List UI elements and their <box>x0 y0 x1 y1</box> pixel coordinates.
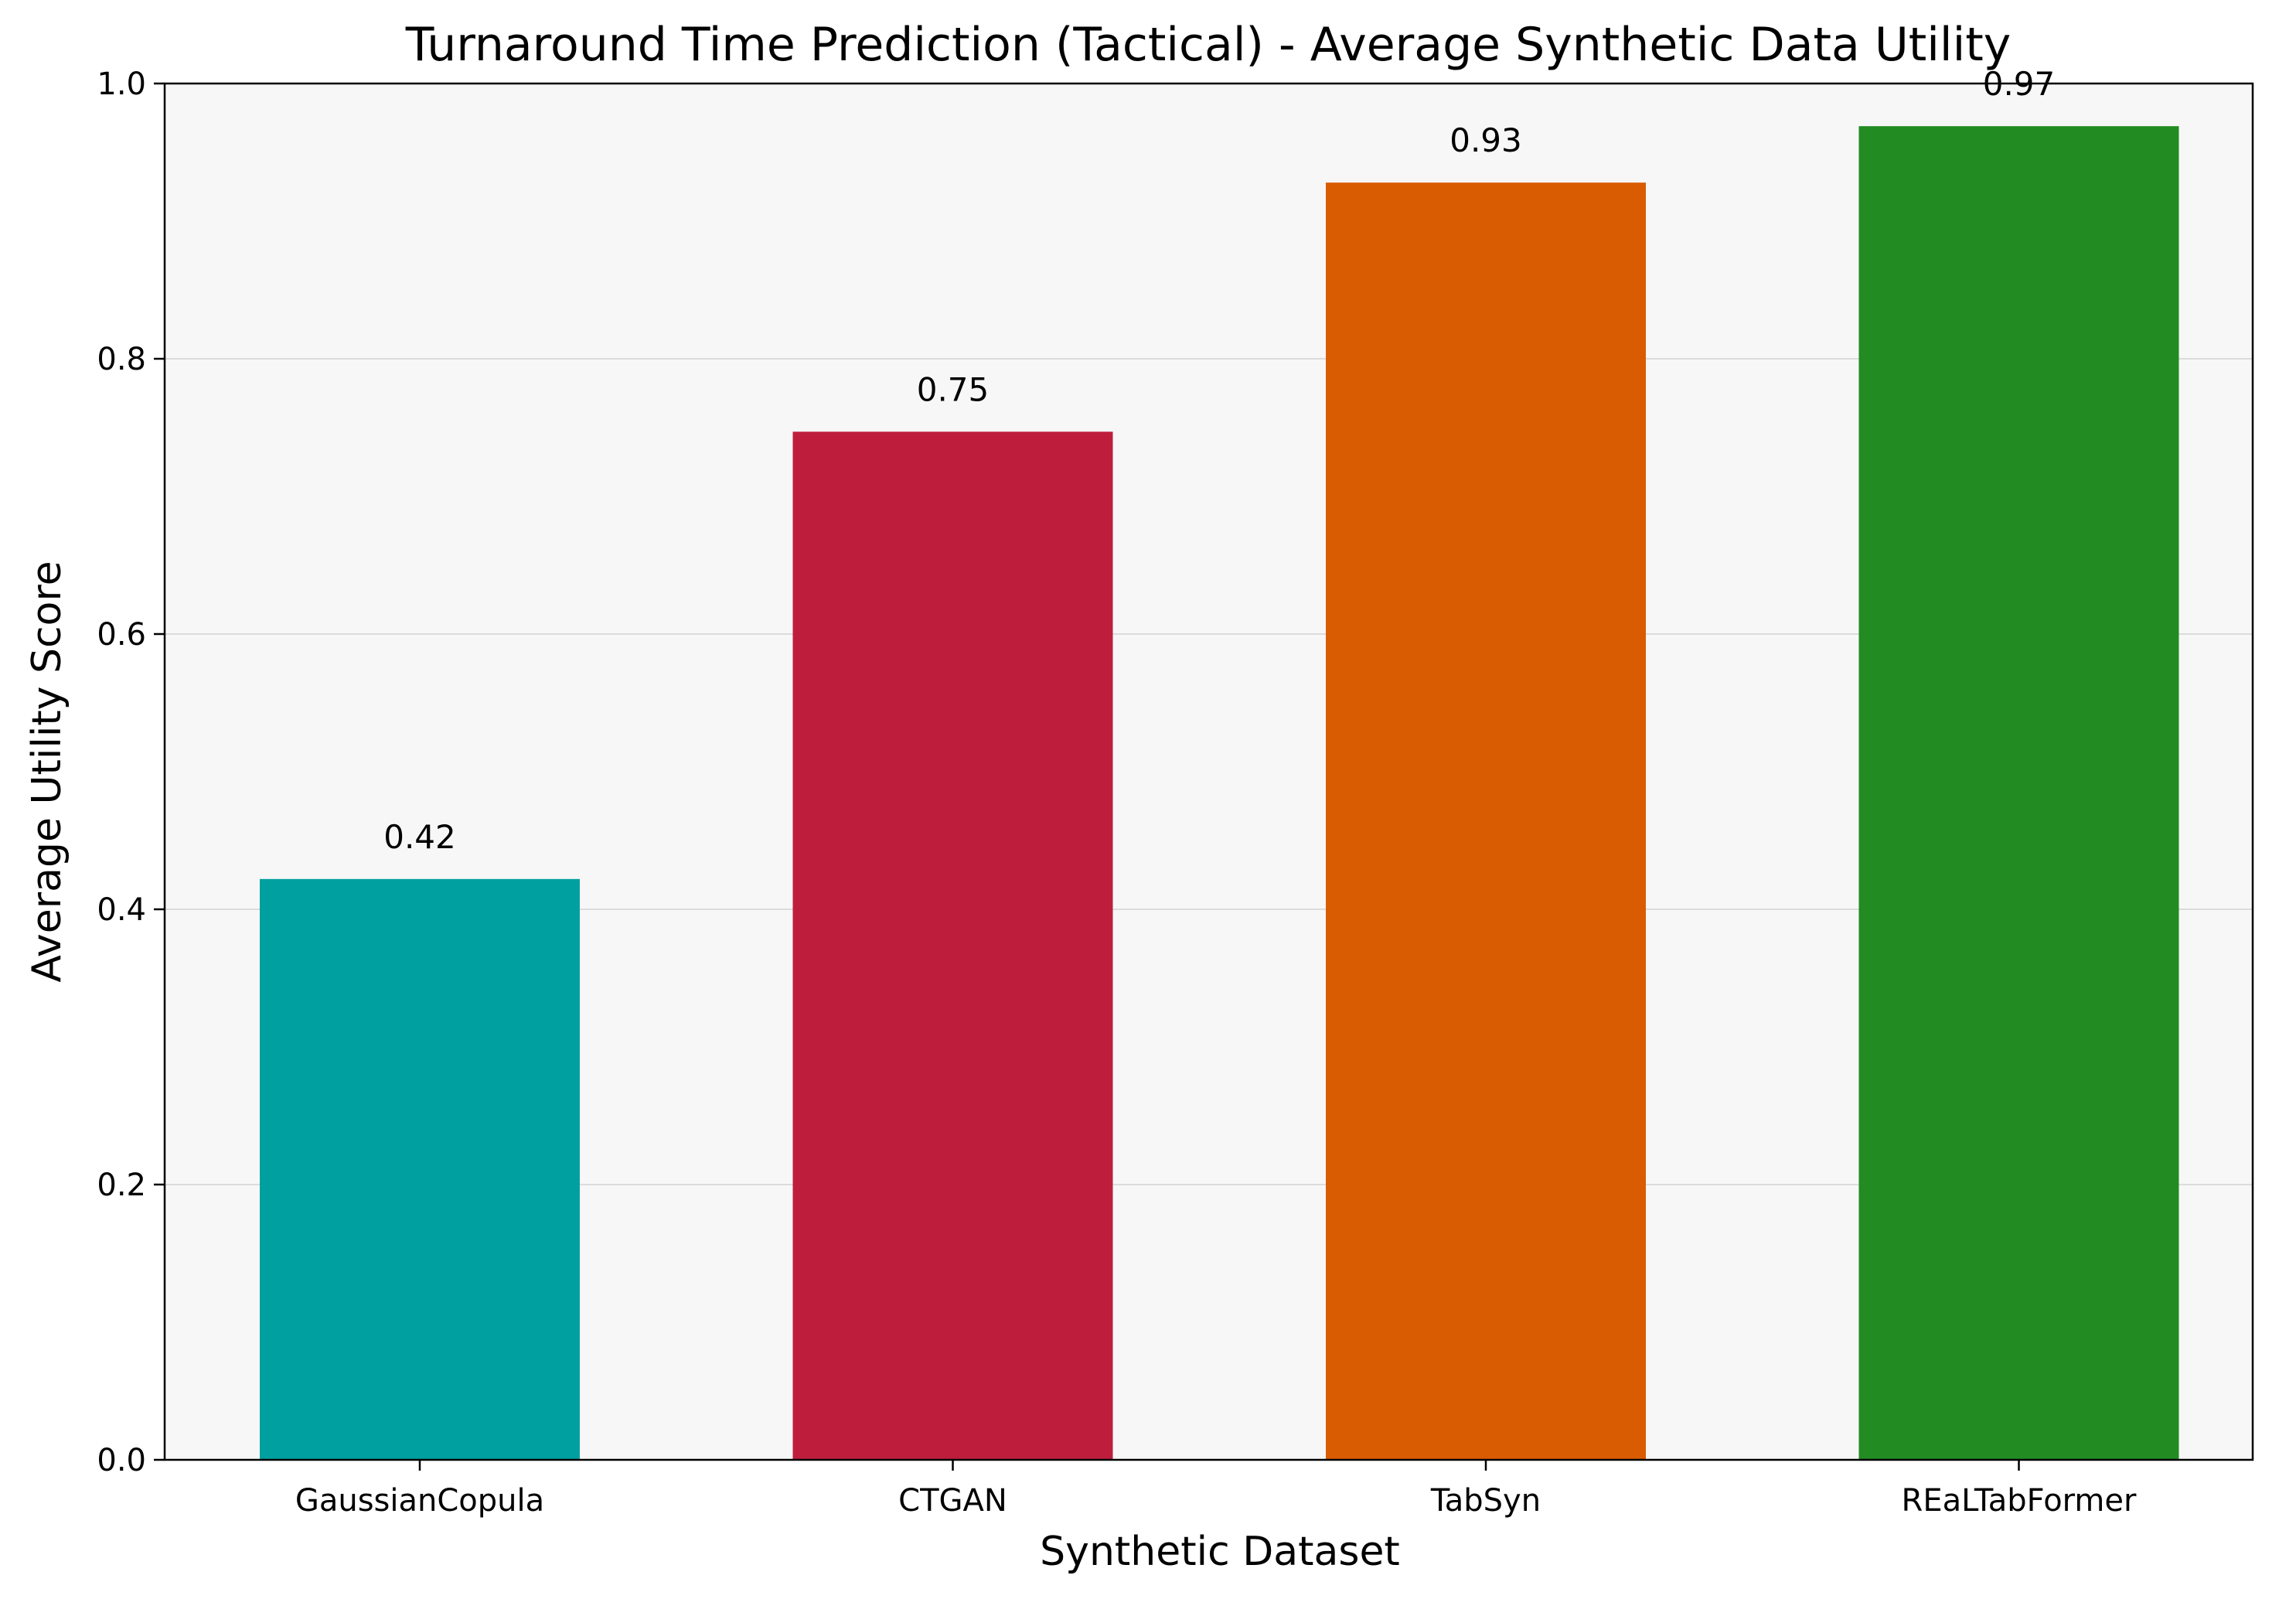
x-tick-label: GaussianCopula <box>295 1483 544 1519</box>
bar <box>1858 126 2179 1461</box>
y-axis-ticks: 0.0 0.2 0.4 0.6 0.8 1.0 <box>97 66 165 1478</box>
y-axis-label: Average Utility Score <box>24 561 70 982</box>
chart-title: Turnaround Time Prediction (Tactical) - … <box>405 18 2012 72</box>
x-tick-label: REaLTabFormer <box>1902 1483 2137 1519</box>
data-label: 0.42 <box>383 818 456 856</box>
y-tick-label: 0.4 <box>97 892 146 928</box>
y-tick-label: 0.2 <box>97 1168 146 1203</box>
plot-frame <box>163 82 2254 1461</box>
y-tick-label: 0.0 <box>97 1443 146 1478</box>
x-tick-label: CTGAN <box>898 1483 1007 1519</box>
y-tick-label: 1.0 <box>97 66 146 102</box>
x-axis-ticks: GaussianCopula CTGAN TabSyn REaLTabFormer <box>295 1460 2137 1519</box>
bar <box>260 878 580 1460</box>
bar <box>792 431 1113 1460</box>
bar <box>1326 182 1646 1460</box>
bars-group <box>260 126 2179 1461</box>
y-tick-label: 0.8 <box>97 342 146 377</box>
data-label: 0.75 <box>917 370 990 408</box>
x-axis-label: Synthetic Dataset <box>1040 1529 1400 1575</box>
y-tick-label: 0.6 <box>97 617 146 653</box>
data-label: 0.93 <box>1449 121 1522 159</box>
x-tick-label: TabSyn <box>1430 1483 1541 1519</box>
